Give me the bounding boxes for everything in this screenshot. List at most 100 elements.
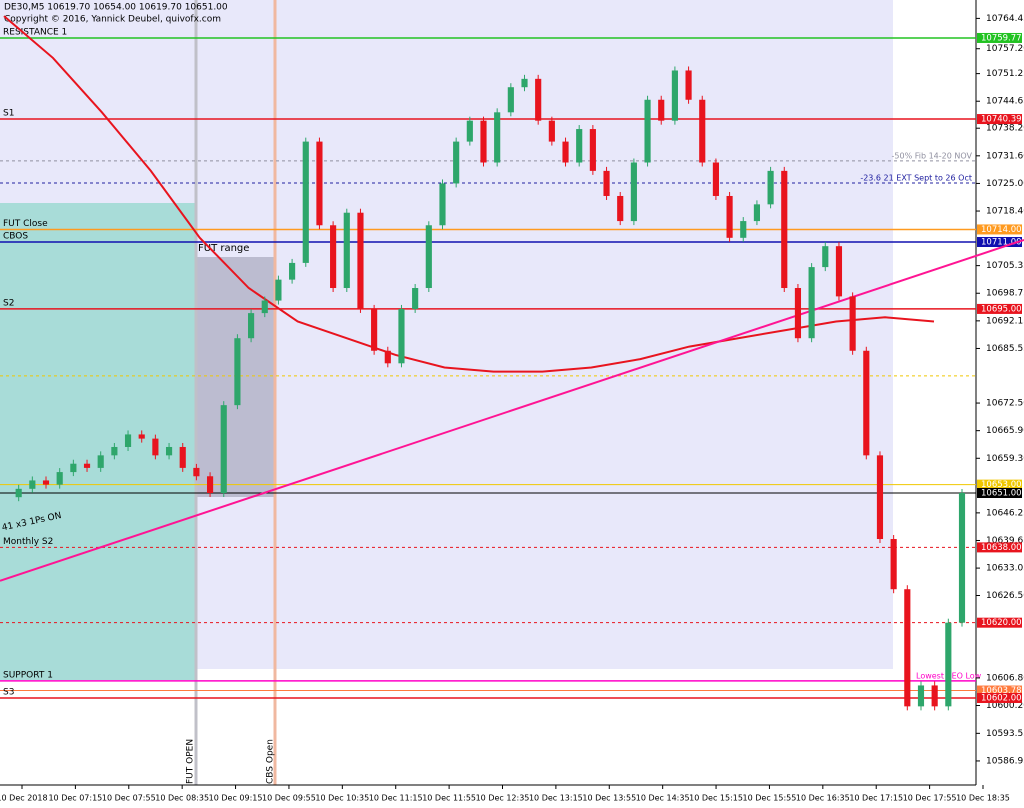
level-name: S1 [3,109,14,119]
x-tick-label: 10 Dec 09:15 [209,794,263,803]
candle [822,246,829,268]
x-tick-label: 10 Dec 15:55 [743,794,797,803]
y-tick-label: 10665.90 [986,426,1024,436]
candle [931,685,938,707]
level-name: CBOS [3,231,28,241]
price-box [977,32,1022,43]
price-box-label: 10638.00 [981,543,1022,553]
x-tick-label: 10 Dec 18:35 [956,794,1010,803]
candle [562,141,569,163]
price-box [977,617,1022,628]
candle [343,212,350,289]
candle [138,434,145,439]
candle [685,70,692,100]
candle [330,225,337,289]
y-tick-label: 10606.80 [986,673,1024,683]
candle [781,170,788,289]
x-tick-label: 10 Dec 13:15 [529,794,583,803]
candle [753,204,761,222]
candle [179,446,186,468]
level-name: Monthly S2 [3,537,53,547]
price-box [977,224,1022,235]
candle [261,300,268,314]
moving-average [3,15,935,373]
candle [890,539,897,590]
price-box-label: 10651.00 [981,488,1022,498]
candle [617,195,624,222]
y-tick-label: 10751.25 [986,69,1024,79]
candle [603,170,610,196]
candle [234,338,241,406]
price-box [977,303,1022,314]
candle [644,99,651,163]
candle [371,308,378,351]
candle [835,246,843,297]
candle [412,288,419,309]
candle [521,78,528,88]
y-tick-label: 10646.25 [986,508,1024,518]
candle [794,288,802,339]
y-tick-label: 10705.35 [986,261,1024,271]
candle [97,455,104,468]
candle [958,492,966,623]
candle [316,141,323,226]
x-tick-label: 10 Dec 15:15 [689,794,743,803]
fut-range-label: FUT range [198,243,249,254]
y-tick-label: 10659.30 [986,454,1024,464]
candle [671,70,678,121]
candle [70,463,77,473]
x-tick-label: 10 Dec 17:55 [903,794,957,803]
candle [466,120,473,142]
y-tick-label: 10731.60 [986,151,1024,161]
price-box-label: 10740.39 [981,115,1022,125]
x-tick-label: 10 Dec 10:35 [315,794,369,803]
candle [439,183,446,226]
y-tick-label: 10718.40 [986,207,1024,217]
candle [480,120,487,163]
candle [83,463,91,468]
candle [42,480,50,485]
candle [863,350,870,456]
y-tick-label: 10692.15 [986,316,1024,326]
candle [726,195,733,238]
level-name: S2 [3,298,14,308]
price-box [977,487,1022,498]
y-tick-label: 10633.05 [986,564,1024,574]
y-tick-label: 10738.20 [986,124,1024,134]
price-box [977,685,1022,696]
candle [712,162,719,196]
candle [165,446,173,456]
candle [29,480,36,489]
x-tick-label: 10 Dec 13:55 [582,794,636,803]
price-box-label: 10759.77 [981,33,1022,43]
candle [289,262,296,280]
candle [220,405,227,493]
fut-open-label: FUT OPEN [186,739,196,784]
candle [152,438,159,456]
x-tick-label: 10 Dec 08:35 [155,794,209,803]
candle [904,589,911,707]
level-name: RESISTANCE 1 [3,27,67,37]
level-name: FUT Close [3,219,48,229]
candle [453,141,460,184]
y-tick-label: 10672.50 [986,399,1024,409]
candle [398,308,405,364]
y-tick-label: 10626.50 [986,591,1024,601]
x-tick-label: 10 Dec 11:15 [369,794,423,803]
y-tick-label: 10744.65 [986,97,1024,107]
y-tick-label: 10593.55 [986,729,1024,739]
candle [767,170,774,205]
price-box-label: 10603.78 [981,686,1022,696]
candle [111,446,118,456]
price-box [977,479,1022,490]
candle [357,212,364,309]
candle [808,267,815,339]
y-tick-label: 10698.75 [986,289,1024,299]
candle [494,112,501,163]
x-tick-label: 10 Dec 07:15 [48,794,102,803]
price-box-label: 10695.00 [981,304,1022,314]
candle [849,296,856,351]
candle [124,434,132,447]
pre-session-zone [0,203,196,680]
